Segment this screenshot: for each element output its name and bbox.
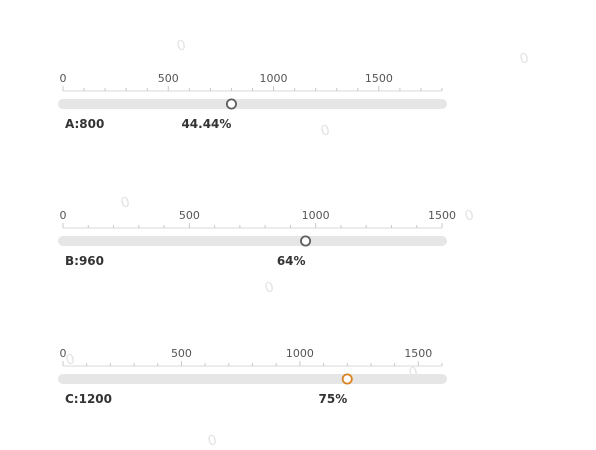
value-label: C:1200 [65,392,112,406]
tick-label: 1000 [260,72,288,85]
tick-label: 500 [171,347,192,360]
tick-label: 0 [60,72,67,85]
tick-label: 1500 [365,72,393,85]
gauge-knob [341,373,353,385]
gauge-knob [225,98,237,110]
percent-label: 44.44% [181,117,231,131]
tick-label: 0 [60,209,67,222]
percent-label: 75% [319,392,348,406]
tick-label: 1500 [404,347,432,360]
value-label: B:960 [65,254,104,268]
tick-label: 1500 [428,209,456,222]
tick-label: 1000 [286,347,314,360]
tick-label: 0 [60,347,67,360]
tick-label: 1000 [302,209,330,222]
tick-label: 500 [158,72,179,85]
percent-label: 64% [277,254,306,268]
value-label: A:800 [65,117,104,131]
gauge-knob [300,235,312,247]
tick-label: 500 [179,209,200,222]
